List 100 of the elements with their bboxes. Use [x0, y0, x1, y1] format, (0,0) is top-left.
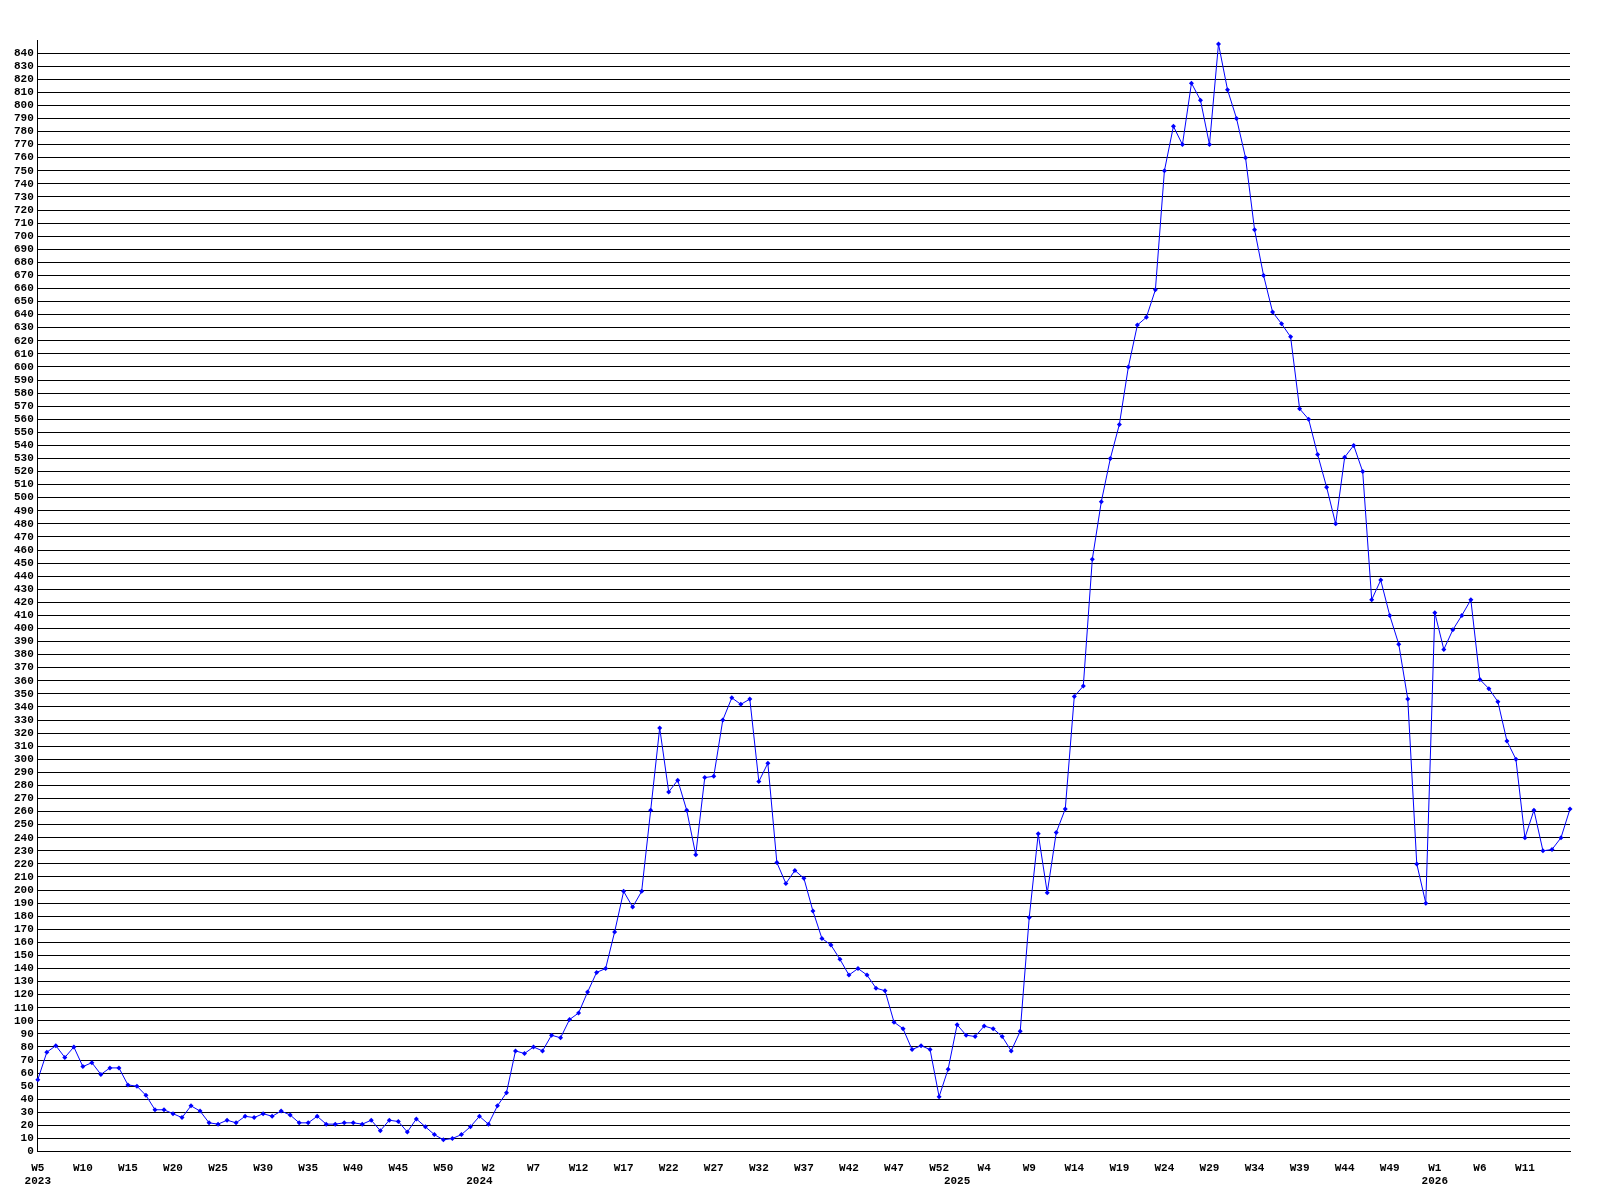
y-tick-label: 40 — [20, 1093, 34, 1106]
y-tick-label: 800 — [13, 99, 34, 112]
y-tick-label: 200 — [13, 883, 34, 896]
y-tick-label: 680 — [13, 256, 34, 269]
y-tick-label: 480 — [13, 517, 34, 530]
y-tick-label: 760 — [13, 151, 34, 164]
y-tick-label: 840 — [13, 46, 34, 59]
x-tick-label: W7 — [526, 1161, 541, 1174]
y-tick-label: 20 — [20, 1119, 34, 1132]
x-tick-label: W9 — [1022, 1161, 1036, 1174]
x-tick-label: W6 — [1473, 1161, 1487, 1174]
x-tick-label: W45 — [388, 1161, 409, 1174]
x-tick-label: W52 — [929, 1161, 949, 1174]
y-tick-label: 350 — [13, 687, 34, 700]
y-tick-label: 690 — [13, 243, 34, 256]
y-tick-label: 770 — [13, 138, 34, 151]
y-tick-label: 380 — [13, 648, 34, 661]
y-tick-label: 810 — [13, 86, 34, 99]
y-tick-label: 660 — [13, 282, 34, 295]
y-tick-label: 490 — [13, 504, 34, 517]
y-tick-label: 670 — [13, 269, 34, 282]
y-tick-label: 30 — [20, 1106, 34, 1119]
y-tick-label: 160 — [13, 936, 34, 949]
y-tick-label: 450 — [13, 556, 34, 569]
y-tick-label: 730 — [13, 190, 34, 203]
x-tick-label: W20 — [163, 1161, 183, 1174]
x-tick-label: W40 — [343, 1161, 364, 1174]
y-tick-label: 70 — [20, 1053, 34, 1066]
y-tick-label: 830 — [13, 59, 34, 72]
y-tick-label: 220 — [13, 857, 34, 870]
x-tick-label: W2 — [481, 1161, 496, 1174]
y-tick-label: 310 — [13, 739, 34, 752]
x-tick-label: W44 — [1334, 1161, 1355, 1174]
y-tick-label: 530 — [13, 452, 34, 465]
y-tick-label: 630 — [13, 321, 34, 334]
y-tick-label: 440 — [13, 569, 34, 582]
x-tick-label: W10 — [72, 1161, 93, 1174]
y-tick-label: 90 — [20, 1027, 34, 1040]
y-tick-label: 50 — [20, 1079, 34, 1092]
y-tick-label: 280 — [13, 779, 34, 792]
y-tick-label: 80 — [20, 1040, 34, 1053]
y-tick-label: 170 — [13, 923, 34, 936]
y-tick-label: 330 — [13, 713, 34, 726]
y-tick-label: 60 — [20, 1066, 34, 1079]
y-tick-label: 240 — [13, 831, 34, 844]
x-tick-label: W5 2023 — [24, 1161, 52, 1188]
x-tick-label: W12 — [568, 1161, 589, 1174]
y-tick-label: 130 — [13, 975, 34, 988]
x-tick-label: W39 — [1289, 1161, 1310, 1174]
y-tick-label: 370 — [13, 661, 34, 674]
y-tick-label: 460 — [13, 543, 34, 556]
y-tick-label: 140 — [13, 962, 34, 975]
x-tick-label: W47 — [884, 1161, 904, 1174]
y-tick-label: 340 — [13, 700, 34, 713]
x-tick-label: W29 — [1199, 1161, 1220, 1174]
y-tick-label: 570 — [13, 399, 34, 412]
x-tick-label: W25 — [208, 1161, 229, 1174]
x-tick-label: W22 — [658, 1161, 679, 1174]
x-tick-label: W1 2026 — [1421, 1161, 1449, 1188]
y-tick-label: 430 — [13, 583, 34, 596]
x-tick-label: W50 — [433, 1161, 454, 1174]
y-tick-label: 360 — [13, 674, 34, 687]
y-tick-label: 390 — [13, 635, 34, 648]
y-tick-label: 600 — [13, 360, 34, 373]
y-tick-label: 740 — [13, 177, 34, 190]
y-tick-label: 0 — [27, 1145, 34, 1158]
y-tick-label: 110 — [13, 1001, 34, 1014]
x-tick-label: W27 — [703, 1161, 724, 1174]
y-tick-label: 550 — [13, 426, 34, 439]
y-tick-label: 190 — [13, 896, 34, 909]
y-tick-label: 10 — [20, 1132, 34, 1145]
x-tick-label: W35 — [298, 1161, 319, 1174]
y-tick-label: 790 — [13, 112, 34, 125]
y-tick-label: 720 — [13, 203, 34, 216]
y-tick-label: 820 — [13, 73, 34, 85]
y-tick-label: 500 — [13, 491, 34, 504]
y-tick-label: 620 — [13, 334, 34, 347]
y-tick-label: 400 — [13, 622, 34, 635]
y-tick-label: 520 — [13, 465, 34, 478]
y-tick-label: 320 — [13, 726, 34, 739]
y-tick-label: 700 — [13, 229, 34, 242]
y-tick-label: 650 — [13, 295, 34, 308]
x-tick-label: 2025 — [943, 1175, 971, 1188]
x-tick-label: W19 — [1109, 1161, 1130, 1174]
y-tick-label: 420 — [13, 596, 34, 609]
y-tick-label: 540 — [13, 439, 34, 452]
y-tick-label: 780 — [13, 125, 34, 138]
y-tick-label: 610 — [13, 347, 34, 360]
y-tick-label: 560 — [13, 413, 34, 426]
x-tick-label: W37 — [794, 1161, 814, 1174]
y-tick-label: 260 — [13, 805, 34, 818]
y-tick-label: 640 — [13, 308, 34, 321]
y-tick-label: 230 — [13, 844, 34, 857]
y-tick-label: 470 — [13, 530, 34, 543]
y-tick-label: 580 — [13, 386, 34, 399]
y-tick-label: 150 — [13, 949, 34, 962]
y-tick-label: 210 — [13, 870, 34, 883]
x-tick-label: W11 — [1515, 1161, 1536, 1174]
y-tick-label: 100 — [13, 1014, 34, 1027]
x-tick-label: W15 — [118, 1161, 139, 1174]
